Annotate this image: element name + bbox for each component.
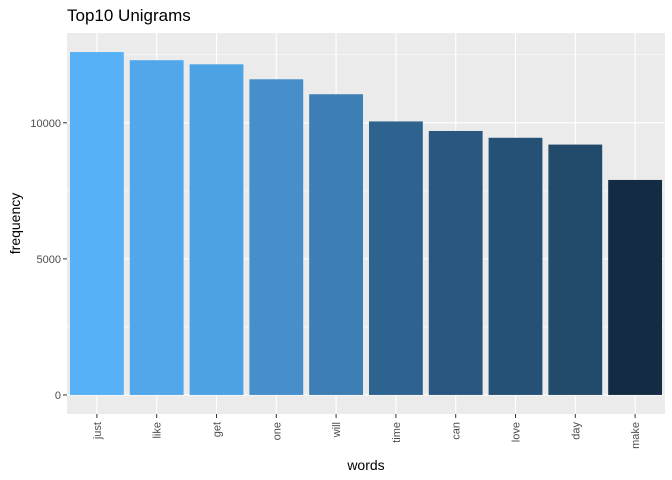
y-axis-title: frequency: [7, 193, 23, 254]
x-tick-label-can: can: [451, 422, 463, 440]
x-axis-title: words: [346, 457, 384, 473]
bar-make: [608, 179, 663, 395]
bar-can: [428, 130, 483, 395]
x-tick-label-one: one: [271, 422, 283, 440]
x-tick-label-just: just: [92, 422, 104, 440]
y-tick-label: 5000: [37, 254, 61, 266]
chart-title: Top10 Unigrams: [67, 6, 191, 25]
bar-time: [368, 121, 423, 395]
bar-love: [488, 137, 543, 395]
bar-like: [129, 60, 184, 395]
x-tick-label-get: get: [212, 422, 224, 437]
y-tick-label: 0: [55, 390, 61, 402]
bars: [69, 52, 663, 395]
y-tick-label: 10000: [30, 118, 61, 130]
x-tick-label-time: time: [391, 422, 403, 443]
bar-get: [189, 64, 244, 395]
bar-will: [309, 94, 364, 395]
x-tick-label-love: love: [511, 422, 523, 442]
x-tick-label-make: make: [630, 422, 642, 449]
bar-one: [249, 79, 304, 395]
x-tick-label-day: day: [570, 422, 582, 440]
bar-day: [548, 144, 603, 395]
x-tick-label-like: like: [152, 422, 164, 439]
x-tick-label-will: will: [331, 422, 343, 438]
bar-just: [69, 52, 124, 395]
y-axis: 0 5000 10000: [30, 118, 67, 402]
x-axis: just like get one will time can love day make: [92, 414, 642, 449]
